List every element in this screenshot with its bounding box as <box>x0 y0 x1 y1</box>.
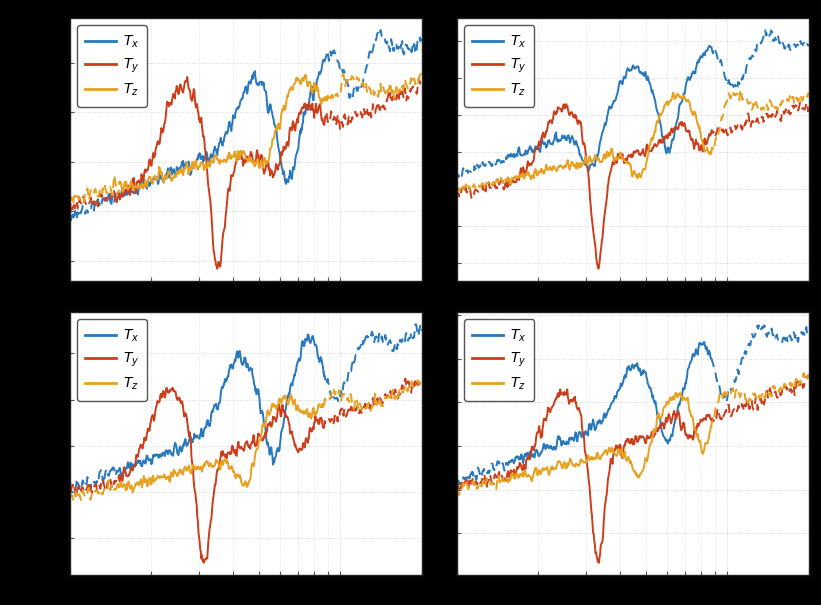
Legend: $T_x$, $T_y$, $T_z$: $T_x$, $T_y$, $T_z$ <box>464 25 534 106</box>
Legend: $T_x$, $T_y$, $T_z$: $T_x$, $T_y$, $T_z$ <box>76 319 147 401</box>
Legend: $T_x$, $T_y$, $T_z$: $T_x$, $T_y$, $T_z$ <box>464 319 534 401</box>
Legend: $T_x$, $T_y$, $T_z$: $T_x$, $T_y$, $T_z$ <box>76 25 147 106</box>
